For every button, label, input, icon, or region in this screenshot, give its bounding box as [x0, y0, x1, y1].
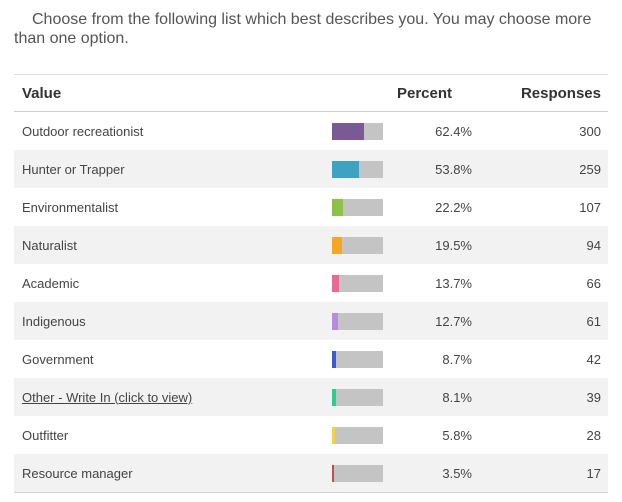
percent-bar-fill	[332, 236, 342, 254]
question-text: Choose from the following list which bes…	[14, 11, 592, 47]
percent-bar-fill	[332, 160, 360, 178]
row-percent: 19.5%	[435, 237, 472, 253]
row-percent: 5.8%	[442, 427, 472, 443]
table-row: Outdoor recreationist 62.4% 300	[14, 112, 608, 150]
row-label: Resource manager	[22, 465, 133, 481]
row-label: Government	[22, 351, 94, 367]
percent-bar	[332, 464, 383, 482]
percent-bar-fill	[332, 122, 364, 140]
row-responses: 94	[586, 237, 601, 253]
table-body: Outdoor recreationist 62.4% 300 Hunter or T…	[14, 112, 608, 493]
percent-bar	[332, 350, 383, 368]
row-percent: 12.7%	[435, 313, 472, 329]
results-table: Value Percent Responses Outdoor recreati…	[14, 74, 608, 493]
row-percent: 8.7%	[442, 351, 472, 367]
percent-bar-fill	[332, 312, 339, 330]
table-row: Academic 13.7% 66	[14, 264, 608, 302]
row-bar-cell	[332, 236, 402, 254]
row-responses: 259	[579, 161, 601, 177]
other-write-in-link[interactable]: Other - Write In (click to view)	[22, 389, 193, 405]
row-bar-cell	[332, 198, 402, 216]
row-label: Outfitter	[22, 427, 69, 443]
row-percent: 53.8%	[435, 161, 472, 177]
row-bar-cell	[332, 464, 402, 482]
column-header-percent: Percent	[396, 84, 452, 102]
row-responses: 39	[586, 389, 601, 405]
row-bar-cell	[332, 160, 402, 178]
percent-bar-fill	[332, 350, 337, 368]
percent-bar	[332, 160, 383, 178]
percent-bar-fill	[332, 388, 337, 406]
percent-bar	[332, 426, 383, 444]
row-percent: 8.1%	[442, 389, 472, 405]
row-percent: 62.4%	[435, 123, 472, 139]
table-row: Resource manager 3.5% 17	[14, 454, 608, 493]
row-responses: 300	[579, 123, 601, 139]
row-percent: 3.5%	[442, 465, 472, 481]
percent-bar	[332, 236, 383, 254]
table-row: Hunter or Trapper 53.8% 259	[14, 150, 608, 188]
row-percent: 22.2%	[435, 199, 472, 215]
row-label: Academic	[22, 275, 80, 291]
table-row: Naturalist 19.5% 94	[14, 226, 608, 264]
table-row: Outfitter 5.8% 28	[14, 416, 608, 454]
row-label: Hunter or Trapper	[22, 161, 125, 177]
row-bar-cell	[332, 426, 402, 444]
table-row: Environmentalist 22.2% 107	[14, 188, 608, 226]
row-responses: 107	[579, 199, 601, 215]
row-bar-cell	[332, 350, 402, 368]
column-header-responses: Responses	[520, 84, 601, 102]
row-responses: 66	[586, 275, 601, 291]
row-bar-cell	[332, 312, 402, 330]
percent-bar	[332, 274, 383, 292]
percent-bar	[332, 122, 383, 140]
row-responses: 61	[586, 313, 601, 329]
percent-bar-fill	[332, 274, 339, 292]
table-row: Government 8.7% 42	[14, 340, 608, 378]
percent-bar-fill	[332, 464, 334, 482]
percent-bar	[332, 388, 383, 406]
row-label: Naturalist	[22, 237, 77, 253]
row-label: Outdoor recreationist	[22, 123, 144, 139]
row-responses: 17	[586, 465, 601, 481]
table-row: Other - Write In (click to view) 8.1% 39	[14, 378, 608, 416]
percent-bar	[332, 312, 383, 330]
row-bar-cell	[332, 388, 402, 406]
row-bar-cell	[332, 274, 402, 292]
table-row: Indigenous 12.7% 61	[14, 302, 608, 340]
row-bar-cell	[332, 122, 402, 140]
row-label: Environmentalist	[22, 199, 119, 215]
row-percent: 13.7%	[435, 275, 472, 291]
table-header: Value Percent Responses	[14, 75, 608, 112]
row-responses: 28	[586, 427, 601, 443]
percent-bar-fill	[332, 426, 335, 444]
percent-bar	[332, 198, 383, 216]
percent-bar-fill	[332, 198, 344, 216]
row-label: Indigenous	[22, 313, 86, 329]
row-responses: 42	[586, 351, 601, 367]
column-header-value: Value	[22, 84, 62, 102]
